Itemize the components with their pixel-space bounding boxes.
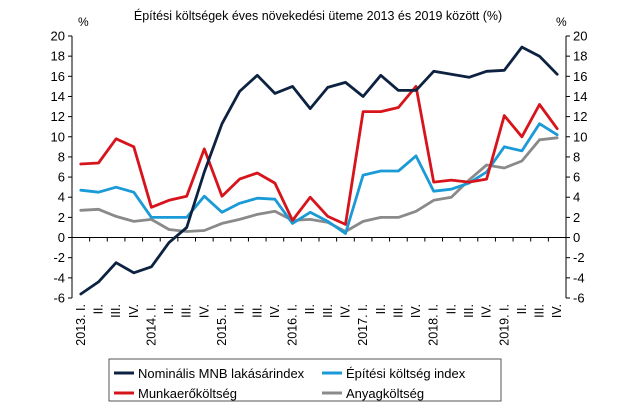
x-tick-label: 2018. I.	[427, 304, 441, 346]
x-tick-label: III.	[250, 304, 264, 318]
legend: Nominális MNB lakásárindex Építési költsé…	[108, 358, 502, 402]
x-tick-label: IV.	[268, 304, 282, 318]
y-tick-label-left: -4	[53, 270, 65, 285]
y-tick-label-right: -6	[573, 291, 585, 306]
y-tick-label-left: 0	[58, 230, 65, 245]
x-tick-label: 2013. I.	[74, 304, 88, 346]
legend-label-4: Anyagköltség	[346, 386, 424, 401]
x-tick-label: 2017. I.	[356, 304, 370, 346]
y-tick-label-right: 14	[573, 89, 587, 104]
y-tick-label-left: 4	[58, 190, 65, 205]
x-tick-label: IV.	[480, 304, 494, 318]
y-axis-left-unit: %	[78, 15, 89, 29]
y-tick-label-right: 12	[573, 109, 587, 124]
y-tick-label-right: 10	[573, 129, 587, 144]
legend-label-1: Nominális MNB lakásárindex	[138, 366, 305, 381]
y-tick-label-right: 2	[573, 210, 580, 225]
x-tick-label: II.	[91, 304, 105, 314]
y-tick-label-right: 4	[573, 190, 580, 205]
y-tick-label-right: 20	[573, 29, 587, 44]
x-tick-label: IV.	[550, 304, 564, 318]
chart-title: Építési költségek éves növekedési üteme …	[134, 8, 502, 23]
x-tick-label: II.	[374, 304, 388, 314]
y-tick-label-left: 6	[58, 170, 65, 185]
series-line-3	[79, 85, 559, 226]
x-tick-label: III.	[462, 304, 476, 318]
x-tick-label: II.	[303, 304, 317, 314]
y-tick-label-left: -2	[53, 250, 65, 265]
y-tick-label-right: 8	[573, 149, 580, 164]
legend-label-2: Építési költség index	[346, 366, 466, 381]
x-tick-label: IV.	[197, 304, 211, 318]
y-tick-label-right: 18	[573, 49, 587, 64]
series-line-1	[79, 45, 559, 296]
axes: -6 -6 -4 -4 -2 -2 0 0 2 2 4 4 6 6 8 8 10 10 12 12 14 14 16 16 18…	[51, 29, 588, 346]
x-tick-label: IV.	[338, 304, 352, 318]
x-tick-label: III.	[391, 304, 405, 318]
y-tick-label-left: 12	[51, 109, 65, 124]
series-lines	[79, 45, 559, 296]
y-tick-label-left: 10	[51, 129, 65, 144]
x-tick-label: III.	[180, 304, 194, 318]
x-tick-label: II.	[233, 304, 247, 314]
y-tick-label-right: 0	[573, 230, 580, 245]
series-line-4	[79, 136, 559, 233]
y-tick-label-left: 18	[51, 49, 65, 64]
y-tick-label-right: -4	[573, 270, 585, 285]
x-tick-label: 2016. I.	[286, 304, 300, 346]
y-tick-label-left: 14	[51, 89, 65, 104]
x-tick-label: 2015. I.	[215, 304, 229, 346]
x-tick-label: III.	[533, 304, 547, 318]
y-tick-label-right: 16	[573, 69, 587, 84]
y-axis-right-unit: %	[556, 15, 567, 29]
x-tick-label: IV.	[409, 304, 423, 318]
y-tick-label-left: -6	[53, 291, 65, 306]
y-tick-label-left: 2	[58, 210, 65, 225]
x-tick-label: II.	[444, 304, 458, 314]
y-tick-label-right: 6	[573, 170, 580, 185]
x-tick-label: III.	[321, 304, 335, 318]
x-tick-label: II.	[515, 304, 529, 314]
y-tick-label-right: -2	[573, 250, 585, 265]
y-tick-label-left: 16	[51, 69, 65, 84]
x-tick-label: III.	[109, 304, 123, 318]
legend-box	[108, 358, 502, 402]
x-tick-label: II.	[162, 304, 176, 314]
legend-label-3: Munkaerőköltség	[138, 386, 237, 401]
x-tick-label: 2019. I.	[497, 304, 511, 346]
y-tick-label-left: 8	[58, 149, 65, 164]
series-line-2	[79, 122, 559, 235]
x-tick-label: 2014. I.	[144, 304, 158, 346]
x-tick-label: IV.	[127, 304, 141, 318]
y-tick-label-left: 20	[51, 29, 65, 44]
